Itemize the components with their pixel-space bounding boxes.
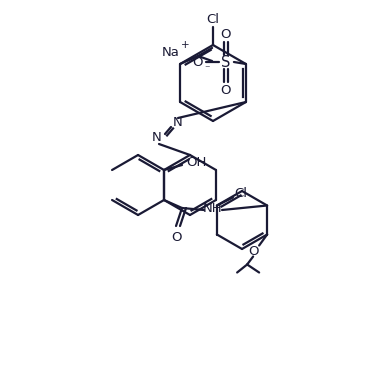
- Text: Cl: Cl: [207, 13, 219, 26]
- Text: O: O: [221, 27, 231, 40]
- Text: N: N: [173, 115, 183, 128]
- Text: O: O: [248, 245, 258, 258]
- Text: Na: Na: [162, 46, 180, 58]
- Text: Cl: Cl: [234, 187, 247, 200]
- Text: +: +: [181, 40, 189, 50]
- Text: O: O: [221, 84, 231, 97]
- Text: S: S: [221, 54, 231, 70]
- Text: O: O: [171, 231, 181, 243]
- Text: NH: NH: [203, 202, 223, 215]
- Text: N: N: [152, 131, 162, 144]
- Text: O: O: [193, 56, 203, 68]
- Text: ⁻: ⁻: [204, 64, 210, 74]
- Text: OH: OH: [186, 155, 206, 168]
